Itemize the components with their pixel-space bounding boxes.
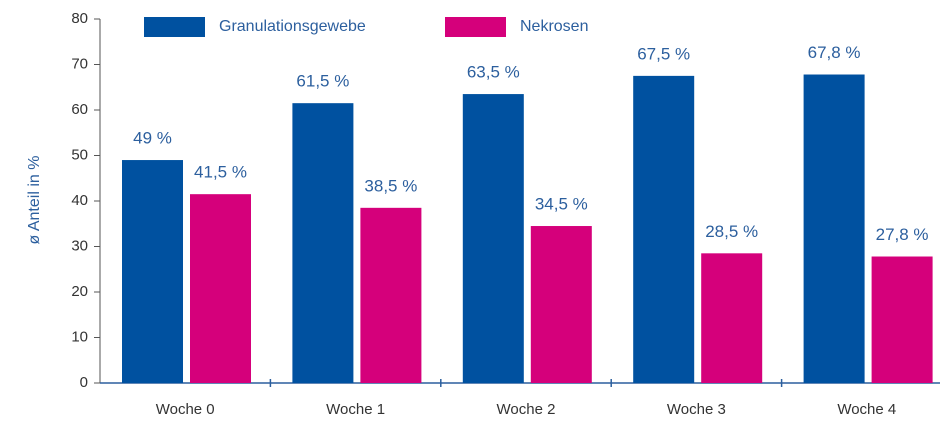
x-tick-label: Woche 0 — [156, 401, 215, 418]
x-tick-label: Woche 4 — [837, 401, 896, 418]
value-label: 67,5 % — [637, 44, 690, 63]
bar — [871, 256, 933, 383]
y-tick-label: 10 — [71, 328, 88, 345]
legend-swatch — [445, 17, 506, 37]
value-label: 34,5 % — [535, 195, 588, 214]
y-tick-label: 70 — [71, 55, 88, 72]
value-label: 61,5 % — [296, 72, 349, 91]
legend-label: Granulationsgewebe — [219, 18, 366, 35]
value-label: 67,8 % — [808, 43, 861, 62]
bar — [701, 253, 763, 383]
value-label: 41,5 % — [194, 163, 247, 182]
bar — [803, 74, 865, 383]
bar — [530, 226, 592, 383]
legend-label: Nekrosen — [520, 18, 588, 35]
y-tick-label: 40 — [71, 192, 88, 209]
x-tick-label: Woche 1 — [326, 401, 385, 418]
value-label: 63,5 % — [467, 63, 520, 82]
bar — [462, 94, 524, 383]
bar — [190, 194, 251, 383]
value-label: 49 % — [133, 129, 172, 148]
bar — [122, 160, 183, 383]
bar — [633, 75, 695, 383]
bar — [360, 207, 422, 383]
x-tick-label: Woche 2 — [497, 401, 556, 418]
y-tick-label: 20 — [71, 283, 88, 300]
y-axis-label: ø Anteil in % — [26, 156, 43, 245]
x-tick-label: Woche 3 — [667, 401, 726, 418]
legend-swatch — [144, 17, 205, 37]
value-label: 38,5 % — [364, 176, 417, 195]
y-tick-label: 30 — [71, 237, 88, 254]
bar — [292, 103, 354, 384]
y-tick-label: 60 — [71, 101, 88, 118]
value-label: 28,5 % — [705, 222, 758, 241]
value-label: 27,8 % — [876, 225, 929, 244]
y-tick-label: 80 — [71, 10, 88, 27]
y-tick-label: 50 — [71, 146, 88, 163]
y-tick-label: 0 — [80, 374, 88, 391]
